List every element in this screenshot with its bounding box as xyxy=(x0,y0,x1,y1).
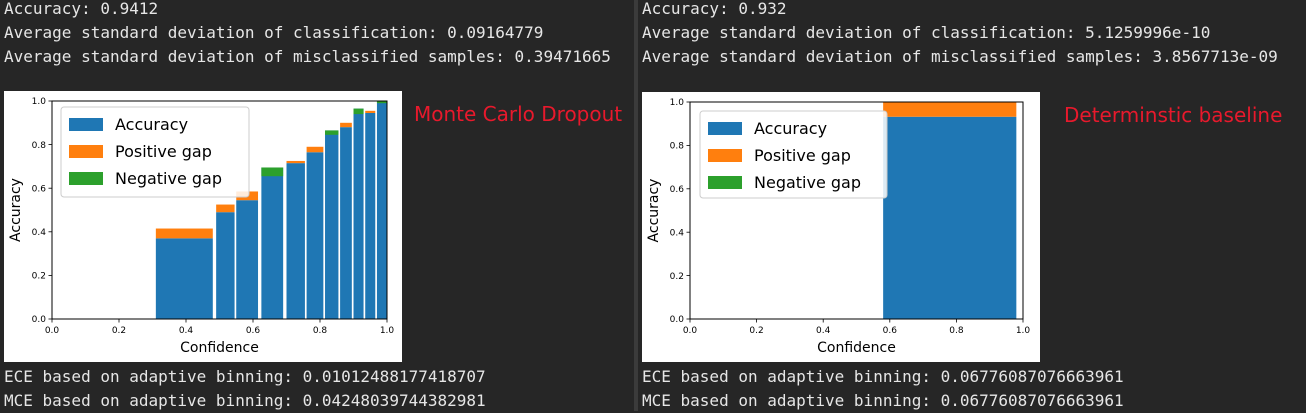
method-label-mc-dropout: Monte Carlo Dropout xyxy=(414,102,623,126)
axes-frame xyxy=(689,101,1024,320)
negative-gap-bar xyxy=(353,108,364,115)
legend-swatch xyxy=(708,176,742,189)
accuracy-bar xyxy=(261,167,284,319)
legend-swatch xyxy=(69,118,103,131)
log-mce: MCE based on adaptive binning: 0.0677608… xyxy=(642,391,1124,410)
reliability-figure-deterministic: 0.0 0.2 0.4 0.6 0.8 1.0 0.0 0.2 0.4 0.6 0.8 1.0 Conf… xyxy=(642,92,1040,362)
x-tick-label: 0.8 xyxy=(313,326,328,336)
accuracy-bar xyxy=(340,127,352,319)
method-label-deterministic: Determinstic baseline xyxy=(1064,103,1283,127)
y-tick-label: 0.4 xyxy=(32,228,47,238)
y-tick-label: 0.4 xyxy=(670,228,685,238)
accuracy-bar xyxy=(306,152,324,319)
negative-gap-bar xyxy=(325,130,339,135)
x-tick-label: 0.2 xyxy=(749,326,763,336)
negative-gap-bar xyxy=(261,167,284,177)
log-std-misclassified: Average standard deviation of misclassif… xyxy=(4,47,611,66)
legend-box xyxy=(60,106,250,198)
y-tick-label: 0.2 xyxy=(670,272,684,282)
x-tick-label: 0.0 xyxy=(683,326,698,336)
y-tick-label: 0.2 xyxy=(32,272,46,282)
positive-gap-bar xyxy=(306,146,324,153)
accuracy-bar xyxy=(325,130,339,319)
pane-divider[interactable] xyxy=(634,0,638,411)
y-axis-label: Accuracy xyxy=(8,178,24,242)
legend-label: Negative gap xyxy=(754,173,861,192)
positive-gap-bar xyxy=(155,228,213,239)
accuracy-bar xyxy=(236,200,259,319)
legend-label: Negative gap xyxy=(115,169,222,188)
x-tick-label: 0.4 xyxy=(179,326,194,336)
accuracy-bar xyxy=(286,163,305,319)
accuracy-bar xyxy=(883,116,1017,319)
y-tick-label: 0.6 xyxy=(32,184,47,194)
positive-gap-bar xyxy=(216,204,235,213)
legend-swatch xyxy=(69,172,103,185)
log-std-classification: Average standard deviation of classifica… xyxy=(642,23,1211,42)
x-tick-label: 0.2 xyxy=(112,326,126,336)
x-tick-label: 0.8 xyxy=(949,326,964,336)
positive-gap-bar xyxy=(286,160,305,164)
legend-box xyxy=(699,110,888,199)
log-ece: ECE based on adaptive binning: 0.0101248… xyxy=(4,367,486,386)
x-tick-label: 0.0 xyxy=(45,326,60,336)
y-tick-label: 0.8 xyxy=(32,141,47,151)
legend-label: Positive gap xyxy=(115,142,212,161)
y-axis-label: Accuracy xyxy=(646,179,662,243)
reliability-diagram-deterministic: 0.0 0.2 0.4 0.6 0.8 1.0 0.0 0.2 0.4 0.6 0.8 1.0 Conf… xyxy=(646,98,1031,356)
x-tick-label: 0.6 xyxy=(883,326,898,336)
legend-swatch xyxy=(69,145,103,158)
axes-frame xyxy=(51,100,388,320)
y-tick-label: 1.0 xyxy=(32,97,47,107)
y-tick-label: 0.0 xyxy=(670,315,685,325)
log-ece: ECE based on adaptive binning: 0.0677608… xyxy=(642,367,1124,386)
reliability-diagram-mc-dropout: 0.0 0.2 0.4 0.6 0.8 1.0 0.0 0.2 0.4 0.6 0.8 1.0 Conf… xyxy=(8,97,395,356)
y-tick-label: 0.8 xyxy=(670,142,685,152)
legend-swatch xyxy=(708,149,742,162)
x-tick-label: 1.0 xyxy=(380,326,395,336)
y-tick-label: 0.6 xyxy=(670,185,685,195)
positive-gap-bar xyxy=(883,102,1017,117)
log-accuracy: Accuracy: 0.932 xyxy=(642,0,787,18)
reliability-figure-mc-dropout: 0.0 0.2 0.4 0.6 0.8 1.0 0.0 0.2 0.4 0.6 0.8 1.0 Conf… xyxy=(4,91,402,362)
x-tick-label: 0.4 xyxy=(816,326,831,336)
accuracy-bar xyxy=(365,112,376,320)
accuracy-bar xyxy=(353,108,364,319)
x-axis-label: Confidence xyxy=(817,340,896,356)
x-tick-label: 1.0 xyxy=(1016,326,1031,336)
legend-label: Accuracy xyxy=(115,115,188,134)
terminal-pane-left[interactable]: Accuracy: 0.9412 Average standard deviat… xyxy=(0,0,634,411)
x-tick-label: 0.6 xyxy=(246,326,261,336)
log-std-misclassified: Average standard deviation of misclassif… xyxy=(642,47,1278,66)
log-std-classification: Average standard deviation of classifica… xyxy=(4,23,544,42)
legend-label: Accuracy xyxy=(754,119,827,138)
positive-gap-bar xyxy=(340,122,352,128)
log-accuracy: Accuracy: 0.9412 xyxy=(4,0,159,18)
legend-swatch xyxy=(708,122,742,135)
terminal-pane-right[interactable]: Accuracy: 0.932 Average standard deviati… xyxy=(638,0,1306,411)
accuracy-bar xyxy=(376,101,387,319)
x-axis-label: Confidence xyxy=(180,340,259,356)
negative-gap-bar xyxy=(376,101,387,104)
legend-label: Positive gap xyxy=(754,146,851,165)
log-mce: MCE based on adaptive binning: 0.0424803… xyxy=(4,391,486,410)
y-tick-label: 1.0 xyxy=(670,98,685,108)
positive-gap-bar xyxy=(365,110,376,113)
y-tick-label: 0.0 xyxy=(32,315,47,325)
accuracy-bar xyxy=(155,238,213,319)
accuracy-bar xyxy=(216,212,235,319)
